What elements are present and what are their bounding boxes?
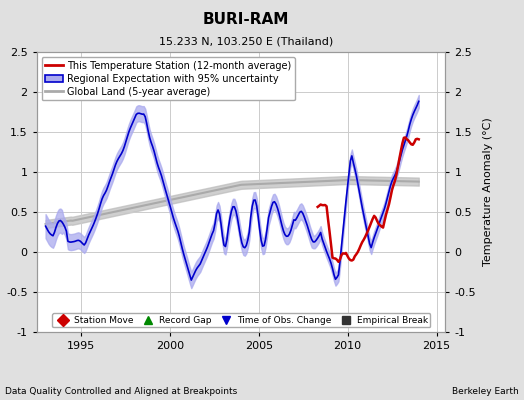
Text: Berkeley Earth: Berkeley Earth: [452, 387, 519, 396]
Text: Data Quality Controlled and Aligned at Breakpoints: Data Quality Controlled and Aligned at B…: [5, 387, 237, 396]
Y-axis label: Temperature Anomaly (°C): Temperature Anomaly (°C): [483, 118, 493, 266]
Legend: Station Move, Record Gap, Time of Obs. Change, Empirical Break: Station Move, Record Gap, Time of Obs. C…: [52, 313, 430, 328]
Text: 15.233 N, 103.250 E (Thailand): 15.233 N, 103.250 E (Thailand): [159, 36, 333, 46]
Text: BURI-RAM: BURI-RAM: [203, 12, 289, 27]
